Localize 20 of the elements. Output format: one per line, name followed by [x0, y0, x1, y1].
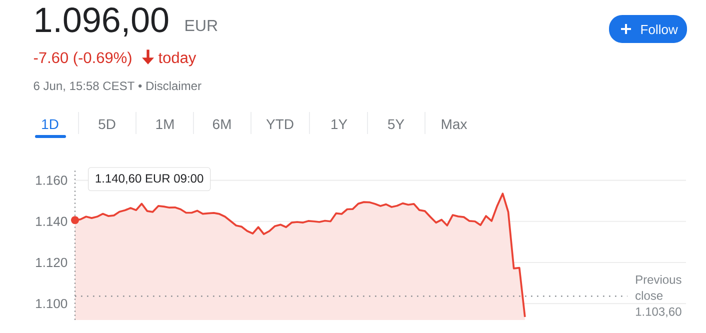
- y-tick-label: 1.100: [36, 298, 68, 308]
- text: Follow: [641, 24, 678, 34]
- text: 6M: [212, 119, 231, 130]
- text: 1D: [42, 119, 58, 129]
- text: -7.60 (-0.69%): [34, 52, 132, 66]
- y-tick-label: 1.160: [36, 176, 68, 185]
- text: 1M: [156, 119, 174, 129]
- text: 1Y: [332, 119, 348, 129]
- text: 6 Jun, 15:58 CEST • Disclaimer: [34, 81, 202, 92]
- text: EUR: [186, 20, 218, 32]
- y-tick-label: 1.120: [36, 258, 68, 268]
- text: Max: [442, 119, 468, 130]
- text: YTD: [266, 119, 294, 129]
- text: today: [158, 52, 196, 66]
- text: 5D: [98, 119, 116, 130]
- chart-title: 1.096,00: [36, 8, 168, 36]
- annotation: 1.140,60 EUR 09:00: [96, 174, 204, 184]
- y-tick-label: 1.140: [36, 216, 68, 226]
- ref-line-label: Previous close 1.103,60: [636, 275, 682, 318]
- text: 5Y: [388, 119, 404, 130]
